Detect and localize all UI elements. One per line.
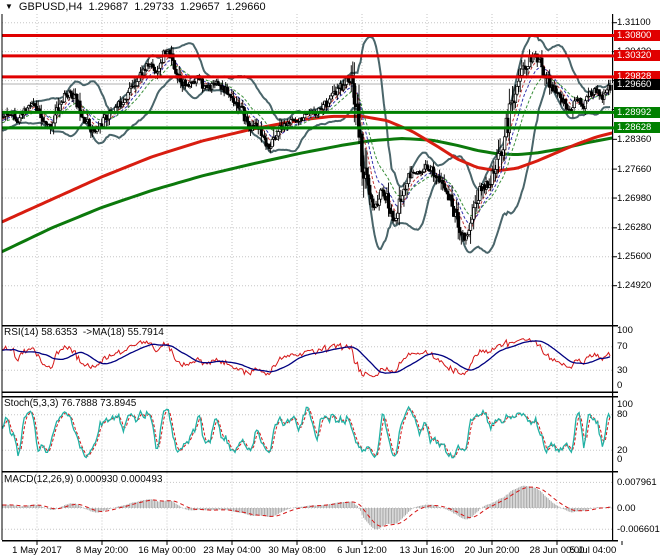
rsi-indicator-label: RSI(14) 58.6353 ->MA(18) 55.7914 <box>4 327 164 338</box>
ohlc-open: 1.29687 <box>88 1 129 13</box>
macd-indicator-label: MACD(12,26,9) 0.000930 0.000493 <box>4 474 163 485</box>
stochastic-indicator-label: Stoch(5,3,3) 76.7888 73.8945 <box>4 398 137 409</box>
chart-title-bar: ▼ GBPUSD,H4 1.29687 1.29733 1.29657 1.29660 <box>5 1 272 14</box>
time-axis[interactable] <box>0 541 612 560</box>
symbol-dropdown-icon[interactable]: ▼ <box>5 2 13 11</box>
ohlc-low: 1.29657 <box>180 1 220 13</box>
ohlc-close: 1.29660 <box>225 1 266 13</box>
symbol-timeframe-label: GBPUSD,H4 <box>18 1 83 13</box>
price-axis[interactable] <box>613 0 660 540</box>
ohlc-high: 1.29733 <box>134 1 175 13</box>
